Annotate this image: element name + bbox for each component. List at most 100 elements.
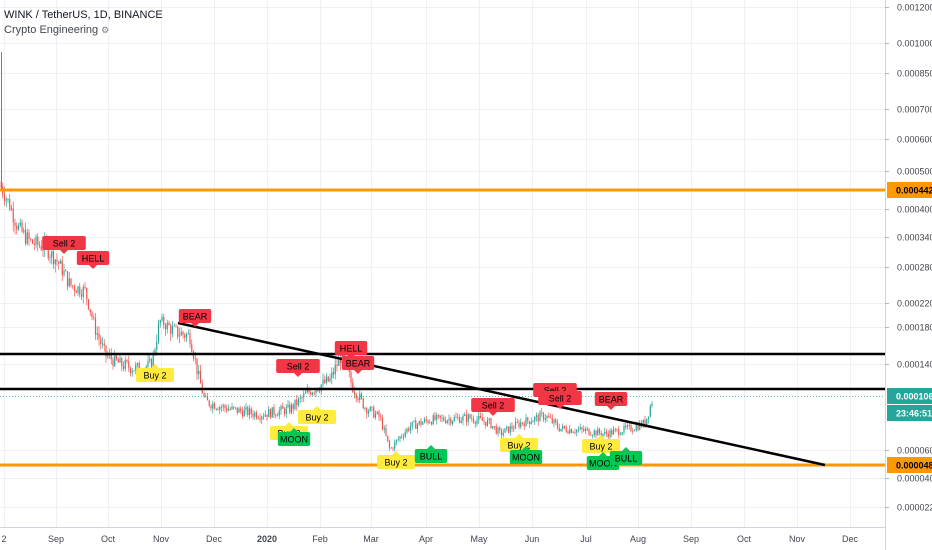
candle-body bbox=[448, 418, 450, 421]
candle-body bbox=[213, 403, 216, 410]
signal-label-buy[interactable]: Buy 2 bbox=[377, 451, 415, 469]
candle-body bbox=[157, 323, 160, 342]
candle-body bbox=[168, 322, 170, 326]
candle-body bbox=[455, 417, 457, 418]
candle-body bbox=[47, 244, 49, 259]
candle-body bbox=[322, 379, 324, 385]
signal-label-sell[interactable]: BEAR bbox=[594, 392, 628, 410]
candle-body bbox=[290, 404, 293, 413]
candle-body bbox=[618, 429, 620, 435]
signal-label-sell[interactable]: Sell 2 bbox=[538, 391, 582, 409]
candle-body bbox=[229, 409, 231, 410]
signal-label-bg bbox=[334, 341, 368, 355]
candle-body bbox=[325, 376, 328, 383]
candle-body bbox=[612, 429, 615, 435]
signal-label-moon[interactable]: BULL bbox=[609, 447, 643, 465]
candle-body bbox=[255, 412, 258, 419]
candle-body bbox=[647, 416, 650, 419]
signal-label-text: HELL bbox=[82, 254, 105, 264]
price-tick-label: 0.0008500 bbox=[897, 69, 932, 79]
candle-body bbox=[37, 236, 39, 245]
candle-body bbox=[600, 433, 602, 436]
settings-icon[interactable]: ⚙ bbox=[101, 25, 110, 35]
signal-label-text: BEAR bbox=[183, 312, 208, 322]
candle-body bbox=[66, 271, 69, 287]
signal-pointer bbox=[354, 370, 362, 374]
candle-body bbox=[210, 405, 212, 409]
signal-label-sell[interactable]: BEAR bbox=[341, 356, 375, 374]
candle-body bbox=[563, 425, 566, 429]
candle-body bbox=[240, 408, 242, 412]
candle-body bbox=[243, 409, 245, 417]
candle-body bbox=[331, 372, 333, 379]
trendline[interactable] bbox=[177, 321, 826, 467]
candle-body bbox=[478, 415, 480, 420]
candle-body bbox=[310, 392, 312, 395]
candle-body bbox=[212, 403, 214, 409]
signal-label-sell[interactable]: BEAR bbox=[178, 309, 212, 327]
candle-body bbox=[446, 420, 448, 423]
candle-body bbox=[17, 225, 20, 230]
signal-label-text: MOON bbox=[512, 453, 540, 463]
signal-label-text: BULL bbox=[420, 452, 443, 462]
candle-body bbox=[110, 354, 112, 360]
signal-label-sell[interactable]: Sell 2 bbox=[471, 398, 515, 416]
candle-body bbox=[247, 407, 249, 416]
candle-body bbox=[257, 418, 259, 419]
time-tick-label: Jul bbox=[580, 534, 592, 544]
price-badge-bg bbox=[887, 405, 932, 421]
signal-pointer bbox=[427, 445, 435, 449]
indicator-legend[interactable]: Crypto Engineering ⚙ bbox=[4, 24, 109, 36]
symbol-title[interactable]: WINK / TetherUS, 1D, BINANCE bbox=[4, 9, 163, 21]
candle-body bbox=[86, 287, 88, 300]
candle-body bbox=[364, 408, 366, 409]
candle-body bbox=[227, 409, 230, 411]
signal-label-text: Buy 2 bbox=[384, 458, 407, 468]
candle-body bbox=[98, 333, 100, 339]
candle-body bbox=[591, 435, 594, 436]
candle-body bbox=[341, 348, 343, 364]
signal-pointer bbox=[294, 373, 302, 377]
signal-label-buy[interactable]: Buy 2 bbox=[136, 364, 174, 382]
candle-body bbox=[175, 325, 177, 327]
candle-body bbox=[191, 344, 193, 352]
signal-label-moon[interactable]: MOON bbox=[509, 446, 543, 464]
time-axis[interactable]: 2 Sep Oct Nov Dec 2020 Feb Mar Apr May Jun Jul Aug Se… bbox=[1, 534, 858, 544]
candle-body bbox=[133, 370, 135, 372]
signal-pointer bbox=[489, 412, 497, 416]
candle-body bbox=[381, 417, 384, 430]
candle-body bbox=[156, 341, 158, 350]
candle-body bbox=[294, 399, 296, 409]
signal-label-buy[interactable]: Buy 2 bbox=[582, 435, 620, 453]
candle-body bbox=[639, 422, 641, 430]
candle-body bbox=[208, 400, 210, 406]
time-tick-label: May bbox=[470, 534, 488, 544]
candle-body bbox=[170, 325, 172, 334]
candle-body bbox=[576, 429, 578, 433]
signal-label-sell[interactable]: Sell 2 bbox=[276, 359, 320, 377]
candle-body bbox=[352, 382, 354, 392]
candle-body bbox=[598, 429, 601, 434]
signal-label-moon[interactable]: BULL bbox=[414, 445, 448, 463]
candle-body bbox=[471, 418, 473, 419]
candle-body bbox=[54, 259, 56, 265]
candle-body bbox=[154, 349, 156, 354]
candle-body bbox=[469, 414, 471, 419]
candle-body bbox=[395, 439, 398, 443]
candle-body bbox=[572, 432, 574, 434]
signal-label-text: MOON bbox=[589, 459, 617, 469]
signal-label-bg bbox=[471, 398, 515, 412]
candle-body bbox=[483, 420, 485, 422]
signal-label-bg bbox=[509, 450, 543, 464]
candle-body bbox=[429, 422, 431, 424]
signal-label-moon[interactable]: MOON bbox=[277, 428, 311, 446]
signal-label-sell[interactable]: Sell 2 bbox=[42, 236, 86, 254]
candle-body bbox=[245, 407, 247, 410]
signal-label-sell[interactable]: HELL bbox=[76, 251, 110, 269]
candle-body bbox=[602, 433, 604, 436]
signal-label-buy[interactable]: Buy 2 bbox=[298, 406, 336, 424]
candle-body bbox=[485, 421, 487, 426]
price-axis[interactable]: 0.0012000 0.0010000 0.0008500 0.0007000 0.00… bbox=[885, 3, 932, 513]
